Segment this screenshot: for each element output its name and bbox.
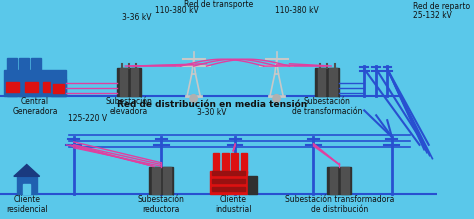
Text: Cliente
industrial: Cliente industrial <box>215 195 252 214</box>
Text: 110-380 kV: 110-380 kV <box>155 6 199 15</box>
Bar <box>120 68 127 95</box>
Bar <box>31 58 41 95</box>
Text: Red de distribución en media tensión: Red de distribución en media tensión <box>117 99 307 108</box>
Bar <box>330 166 337 194</box>
Text: 25-132 kV: 25-132 kV <box>413 11 452 20</box>
Bar <box>231 153 238 173</box>
Bar <box>163 166 171 194</box>
Text: Subestación
elevadora: Subestación elevadora <box>106 97 153 116</box>
Bar <box>19 58 28 95</box>
Text: Red de reparto: Red de reparto <box>413 2 470 11</box>
Bar <box>53 84 64 93</box>
Bar <box>328 166 351 194</box>
Bar <box>212 187 245 191</box>
Text: 125-220 V: 125-220 V <box>68 114 107 123</box>
Text: Subestación
de transformación: Subestación de transformación <box>292 97 363 116</box>
Bar <box>241 153 247 173</box>
Text: Central
Generadora: Central Generadora <box>12 97 58 116</box>
Bar <box>315 68 339 95</box>
Bar <box>318 68 326 95</box>
Bar <box>212 171 245 175</box>
Text: Cliente
residencial: Cliente residencial <box>6 195 47 214</box>
Bar <box>51 79 66 95</box>
Text: 110-380 kV: 110-380 kV <box>275 6 319 15</box>
Bar <box>8 58 17 95</box>
Bar <box>23 184 30 194</box>
Text: 3-36 kV: 3-36 kV <box>122 13 151 22</box>
Circle shape <box>190 95 197 102</box>
Bar <box>212 179 245 183</box>
Bar <box>149 166 173 194</box>
Text: Red de transporte: Red de transporte <box>184 0 253 9</box>
Bar <box>213 153 219 173</box>
Bar <box>210 171 247 194</box>
Bar <box>17 176 37 194</box>
Bar <box>341 166 348 194</box>
Bar <box>131 68 138 95</box>
Polygon shape <box>14 164 40 176</box>
Bar <box>43 82 56 92</box>
Text: Subestación transformadora
de distribución: Subestación transformadora de distribuci… <box>284 195 394 214</box>
Bar <box>329 68 337 95</box>
Text: 3-30 kV: 3-30 kV <box>197 108 227 117</box>
Circle shape <box>273 95 280 102</box>
Bar <box>117 68 141 95</box>
Bar <box>152 166 160 194</box>
Bar <box>248 176 257 194</box>
Bar <box>25 82 38 92</box>
Text: Subestación
reductora: Subestación reductora <box>138 195 185 214</box>
Bar <box>7 82 19 92</box>
Bar <box>4 70 66 95</box>
Bar <box>222 153 228 173</box>
